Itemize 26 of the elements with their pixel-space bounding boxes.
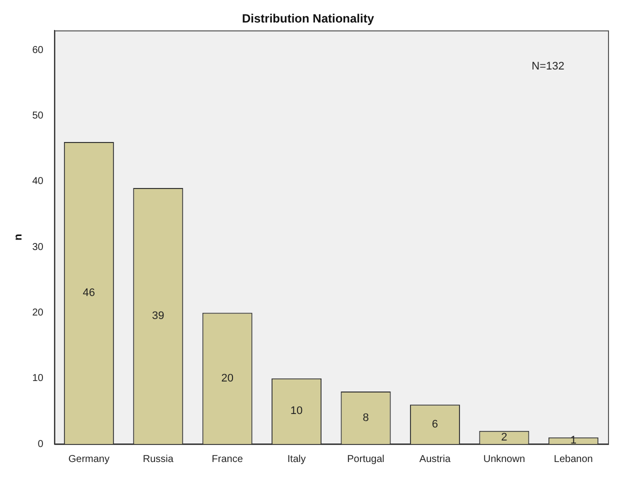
x-tick-label: Unknown [483, 454, 526, 465]
x-tick-label: Austria [419, 454, 451, 465]
y-tick-label: 60 [32, 44, 44, 56]
x-tick-label: France [212, 454, 244, 465]
data-label: 2 [501, 431, 508, 444]
y-tick-label: 40 [32, 176, 44, 188]
y-tick-label: 30 [32, 242, 44, 253]
y-tick-label: 10 [32, 373, 44, 384]
data-label: 10 [290, 405, 303, 418]
y-tick-label: 0 [38, 438, 44, 450]
data-label: 39 [152, 310, 164, 322]
x-tick-label: Portugal [347, 454, 384, 465]
data-label: 8 [362, 412, 369, 424]
annotation: N=132 [532, 60, 564, 72]
y-tick-label: 50 [32, 110, 44, 122]
data-label: 1 [570, 434, 576, 447]
x-tick-label: Lebanon [554, 454, 593, 465]
data-label: 20 [221, 372, 234, 384]
x-tick-label: Germany [68, 454, 110, 465]
chart-title: Distribution Nationality [242, 12, 374, 26]
x-tick-label: Italy [287, 454, 306, 465]
x-tick-label: Russia [142, 454, 174, 465]
y-axis-title: n [12, 234, 25, 241]
data-label: 46 [82, 287, 96, 300]
data-label: 6 [432, 418, 438, 430]
y-tick-label: 20 [32, 307, 44, 318]
